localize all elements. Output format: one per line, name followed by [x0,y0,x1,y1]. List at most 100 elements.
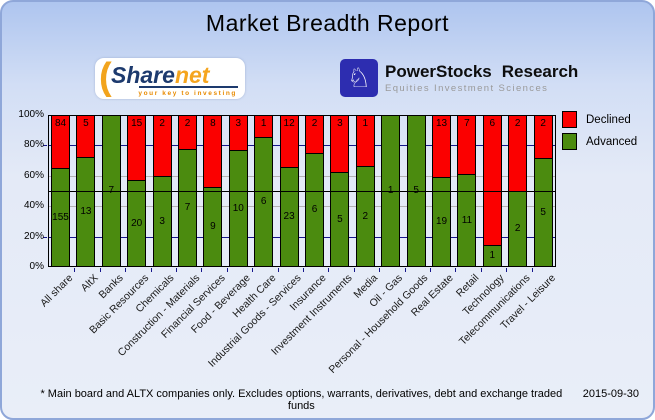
sharenet-logo: ( Sharenet your key to investing [95,56,245,99]
footer: * Main board and ALTX companies only. Ex… [30,388,639,412]
bar-value-advanced: 2 [362,210,369,222]
bar-value-advanced: 13 [80,206,92,217]
x-axis-tick [176,268,177,272]
x-axis-tick [353,268,355,272]
legend-swatch-advanced [562,133,577,150]
y-axis-tick-label: 60% [23,169,44,181]
bar-value-declined: 1 [260,118,267,129]
bar-value-declined: 1 [362,118,369,129]
legend-label-advanced: Advanced [586,135,638,148]
footer-note: * Main board and ALTX companies only. Ex… [40,388,563,412]
y-axis-tick-label: 80% [23,139,44,151]
bar-value-advanced: 5 [413,185,419,196]
bar-value-declined: 2 [159,118,165,129]
bar-segment-advanced [203,187,223,267]
y-axis-tick-label: 40% [23,200,44,212]
bar-value-advanced: 1 [387,185,394,196]
bar-value-declined: 2 [540,118,546,129]
bar-value-advanced: 6 [311,204,318,215]
sharenet-rule [139,86,238,88]
x-axis-tick [328,268,330,272]
bar-value-declined: 7 [464,118,470,129]
sharenet-arc-icon: ( [99,56,112,98]
bar-segment-advanced [51,168,70,267]
y-axis-tick-label: 20% [23,230,44,242]
legend-label-declined: Declined [586,113,631,126]
x-axis-tick [252,268,254,272]
x-axis-tick [404,268,406,272]
bar-segment-advanced [152,176,172,267]
sharenet-wordmark-net: net [174,62,210,88]
x-axis-tick [99,268,101,272]
bar-value-declined: 5 [83,118,89,129]
bar-segment-advanced [432,177,451,267]
x-axis-tick [455,268,457,272]
powerstocks-wordmark: PowerStocks Research Equities Investment … [385,62,578,94]
footer-date: 2015-09-30 [582,388,639,400]
bar-value-advanced: 1 [489,250,496,261]
bar-value-declined: 3 [235,118,242,129]
x-axis-tick [480,268,482,272]
powerstocks-title-1: PowerStocks [385,62,492,81]
bar-segment-advanced [254,137,274,267]
powerstocks-subtitle: Equities Investment Sciences [385,83,549,94]
bar-value-advanced: 5 [337,213,343,225]
x-axis-tick [125,268,127,272]
legend: Declined Advanced [562,111,637,155]
legend-swatch-declined [562,111,577,128]
y-axis-tick-label: 100% [18,109,44,120]
bar-segment-advanced [76,157,96,267]
bar-segment-advanced [228,150,248,267]
gridline-navy-20 [49,236,555,238]
bar-value-declined: 3 [337,118,343,129]
bar-value-declined: 84 [54,118,67,129]
bar-value-advanced: 2 [514,223,521,234]
bar-value-advanced: 11 [461,214,473,226]
bar-value-declined: 13 [435,118,448,129]
gridline-gray-40 [49,206,555,208]
x-axis-tick [379,268,381,272]
bar-value-advanced: 155 [52,211,69,223]
bar-segment-advanced [279,167,299,267]
bar-value-advanced: 20 [131,217,143,229]
bar-segment-advanced [533,158,553,267]
x-axis-tick [506,268,508,272]
bar-segment-advanced [127,180,147,267]
bar-value-declined: 2 [514,118,521,129]
x-axis-tick [531,268,533,272]
powerstocks-title-2: Research [501,62,579,81]
sharenet-tagline: your key to investing [138,90,237,97]
x-axis-category-label: All share [37,272,75,310]
bar-value-advanced: 10 [232,202,244,214]
bar-value-declined: 8 [210,118,216,129]
midline-50pct [48,191,556,192]
bar-value-declined: 12 [283,118,295,129]
x-axis-tick [150,268,152,272]
bar-segment-advanced [482,245,502,267]
knight-chess-icon: ♘ [340,59,378,97]
bar-value-advanced: 7 [184,202,191,213]
sharenet-wordmark: Sharenet [111,62,209,89]
bar-value-advanced: 6 [260,196,267,207]
legend-item-declined: Declined [562,111,637,128]
page-title: Market Breadth Report [205,10,450,36]
bar-value-advanced: 3 [159,215,165,227]
knight-glyph: ♘ [346,63,372,93]
sharenet-wordmark-share: Share [111,62,175,88]
bar-value-declined: 2 [184,118,191,129]
bar-value-declined: 6 [489,118,496,129]
gridline-navy-80 [49,145,555,147]
bar-value-advanced: 23 [283,211,295,222]
bar-segment-advanced [330,172,350,267]
x-axis-tick [277,268,279,272]
x-axis-tick [430,268,431,272]
bar-segment-advanced [178,149,197,267]
bar-value-advanced: 5 [540,206,546,218]
x-axis-tick [226,268,228,272]
y-axis-tick [43,236,47,238]
bar-segment-advanced [457,174,477,267]
powerstocks-logo: ♘ PowerStocks Research Equities Investmen… [340,59,578,97]
legend-item-advanced: Advanced [562,133,637,150]
